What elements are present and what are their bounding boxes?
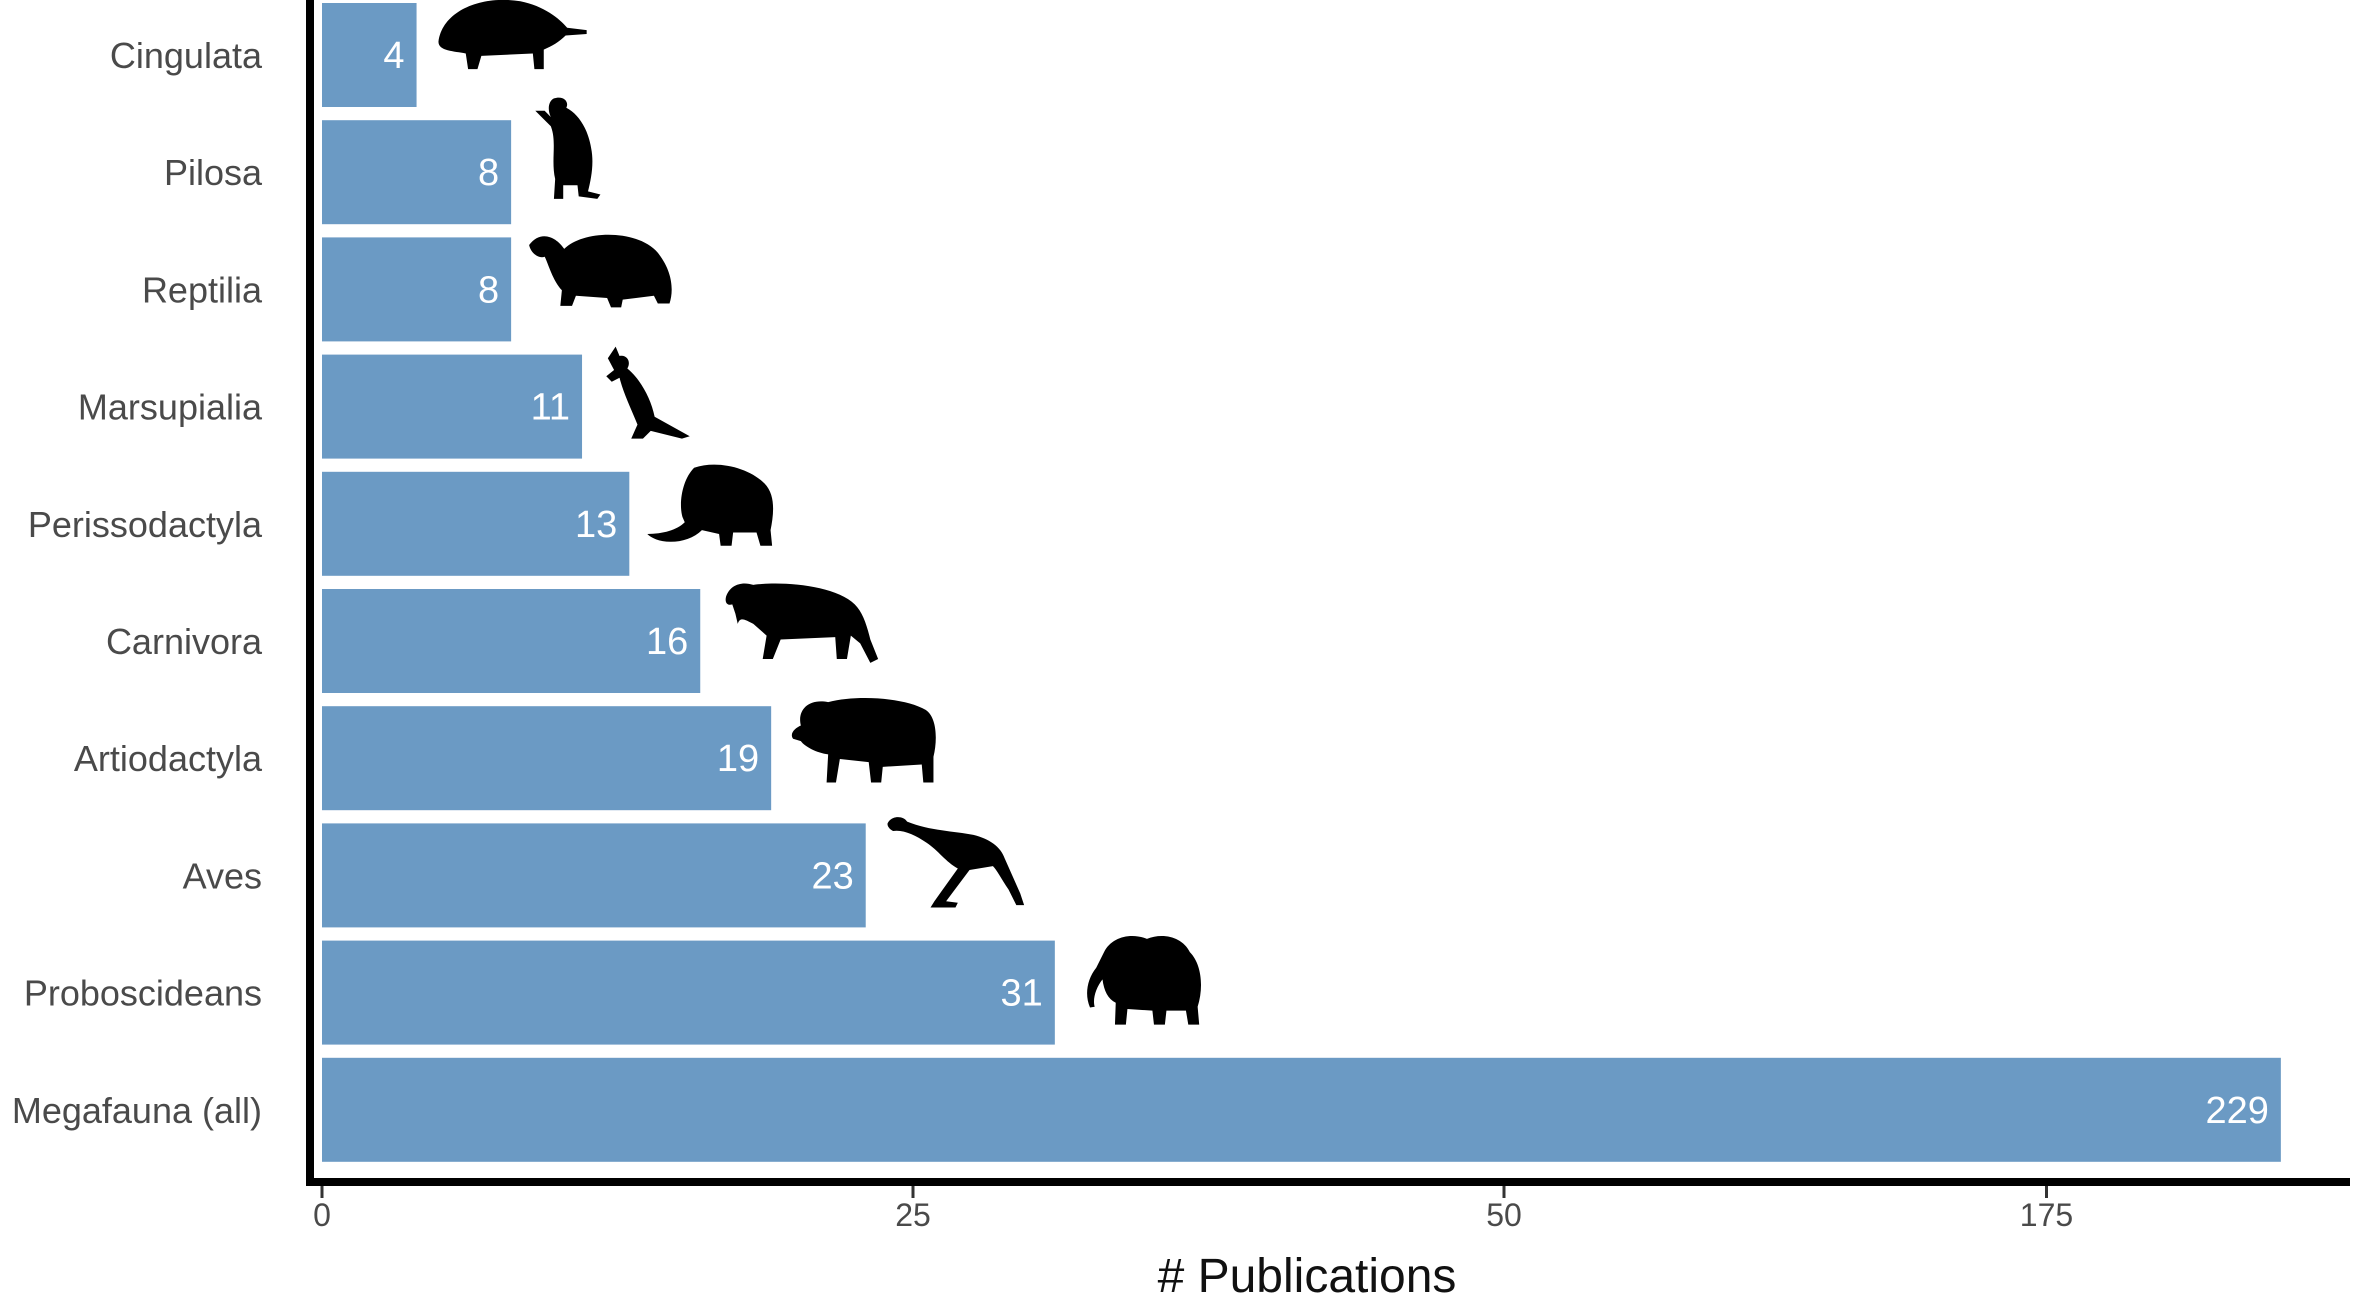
bar-cingulata: [322, 3, 417, 107]
bar-marsupialia: [322, 354, 583, 459]
category-labels: Cingulata Pilosa Reptilia Marsupialia Periss…: [12, 35, 263, 1131]
value-label: 13: [575, 504, 617, 546]
value-label: 11: [531, 387, 570, 429]
ground-sloth-icon: [535, 97, 601, 199]
value-label: 19: [717, 738, 759, 780]
category-label: Megafauna (all): [12, 1090, 262, 1131]
mammoth-icon: [1087, 936, 1202, 1025]
x-axis-title: # Publications: [1158, 1250, 1457, 1296]
category-label: Perissodactyla: [28, 504, 263, 545]
value-label: 16: [646, 621, 688, 663]
category-label: Marsupialia: [78, 387, 263, 428]
category-label: Pilosa: [164, 152, 263, 193]
value-label: 8: [478, 269, 499, 311]
kangaroo-icon: [606, 346, 690, 439]
value-label: 23: [811, 855, 853, 897]
silhouettes-layer: [438, 0, 1202, 1025]
category-label: Proboscideans: [24, 973, 262, 1014]
tortoise-icon: [529, 234, 672, 308]
category-label: Reptilia: [142, 269, 263, 310]
x-tick-label: 25: [895, 1197, 931, 1233]
category-label: Carnivora: [106, 621, 263, 662]
category-label: Aves: [183, 855, 262, 896]
bar-artiodactyla: [322, 706, 772, 811]
x-tick-label: 175: [2020, 1197, 2073, 1233]
bar-reptilia: [322, 237, 512, 342]
value-label: 4: [383, 35, 404, 77]
moa-icon: [887, 817, 1025, 908]
sabertooth-cat-icon: [725, 583, 879, 663]
x-tick-label: 0: [313, 1197, 331, 1233]
woolly-rhino-icon: [647, 464, 774, 546]
bar-carnivora: [322, 589, 701, 693]
bar-perissodactyla: [322, 471, 630, 576]
bar-pilosa: [322, 120, 512, 225]
bar-aves: [322, 823, 866, 928]
glyptodont-icon: [438, 0, 587, 70]
bar-megafauna-all-: [322, 1057, 2281, 1162]
value-label: 8: [478, 152, 499, 194]
category-label: Artiodactyla: [74, 738, 263, 779]
value-label: 229: [2205, 1090, 2268, 1132]
x-ticks: 0 25 50 175: [313, 1186, 2073, 1233]
bison-icon: [791, 698, 936, 783]
value-label: 31: [1001, 973, 1043, 1015]
x-tick-label: 50: [1486, 1197, 1522, 1233]
category-label: Cingulata: [110, 35, 263, 76]
bars-layer: 4 8 8 11 13 16 19 23 31 229: [322, 3, 2281, 1162]
bar-proboscideans: [322, 940, 1055, 1045]
